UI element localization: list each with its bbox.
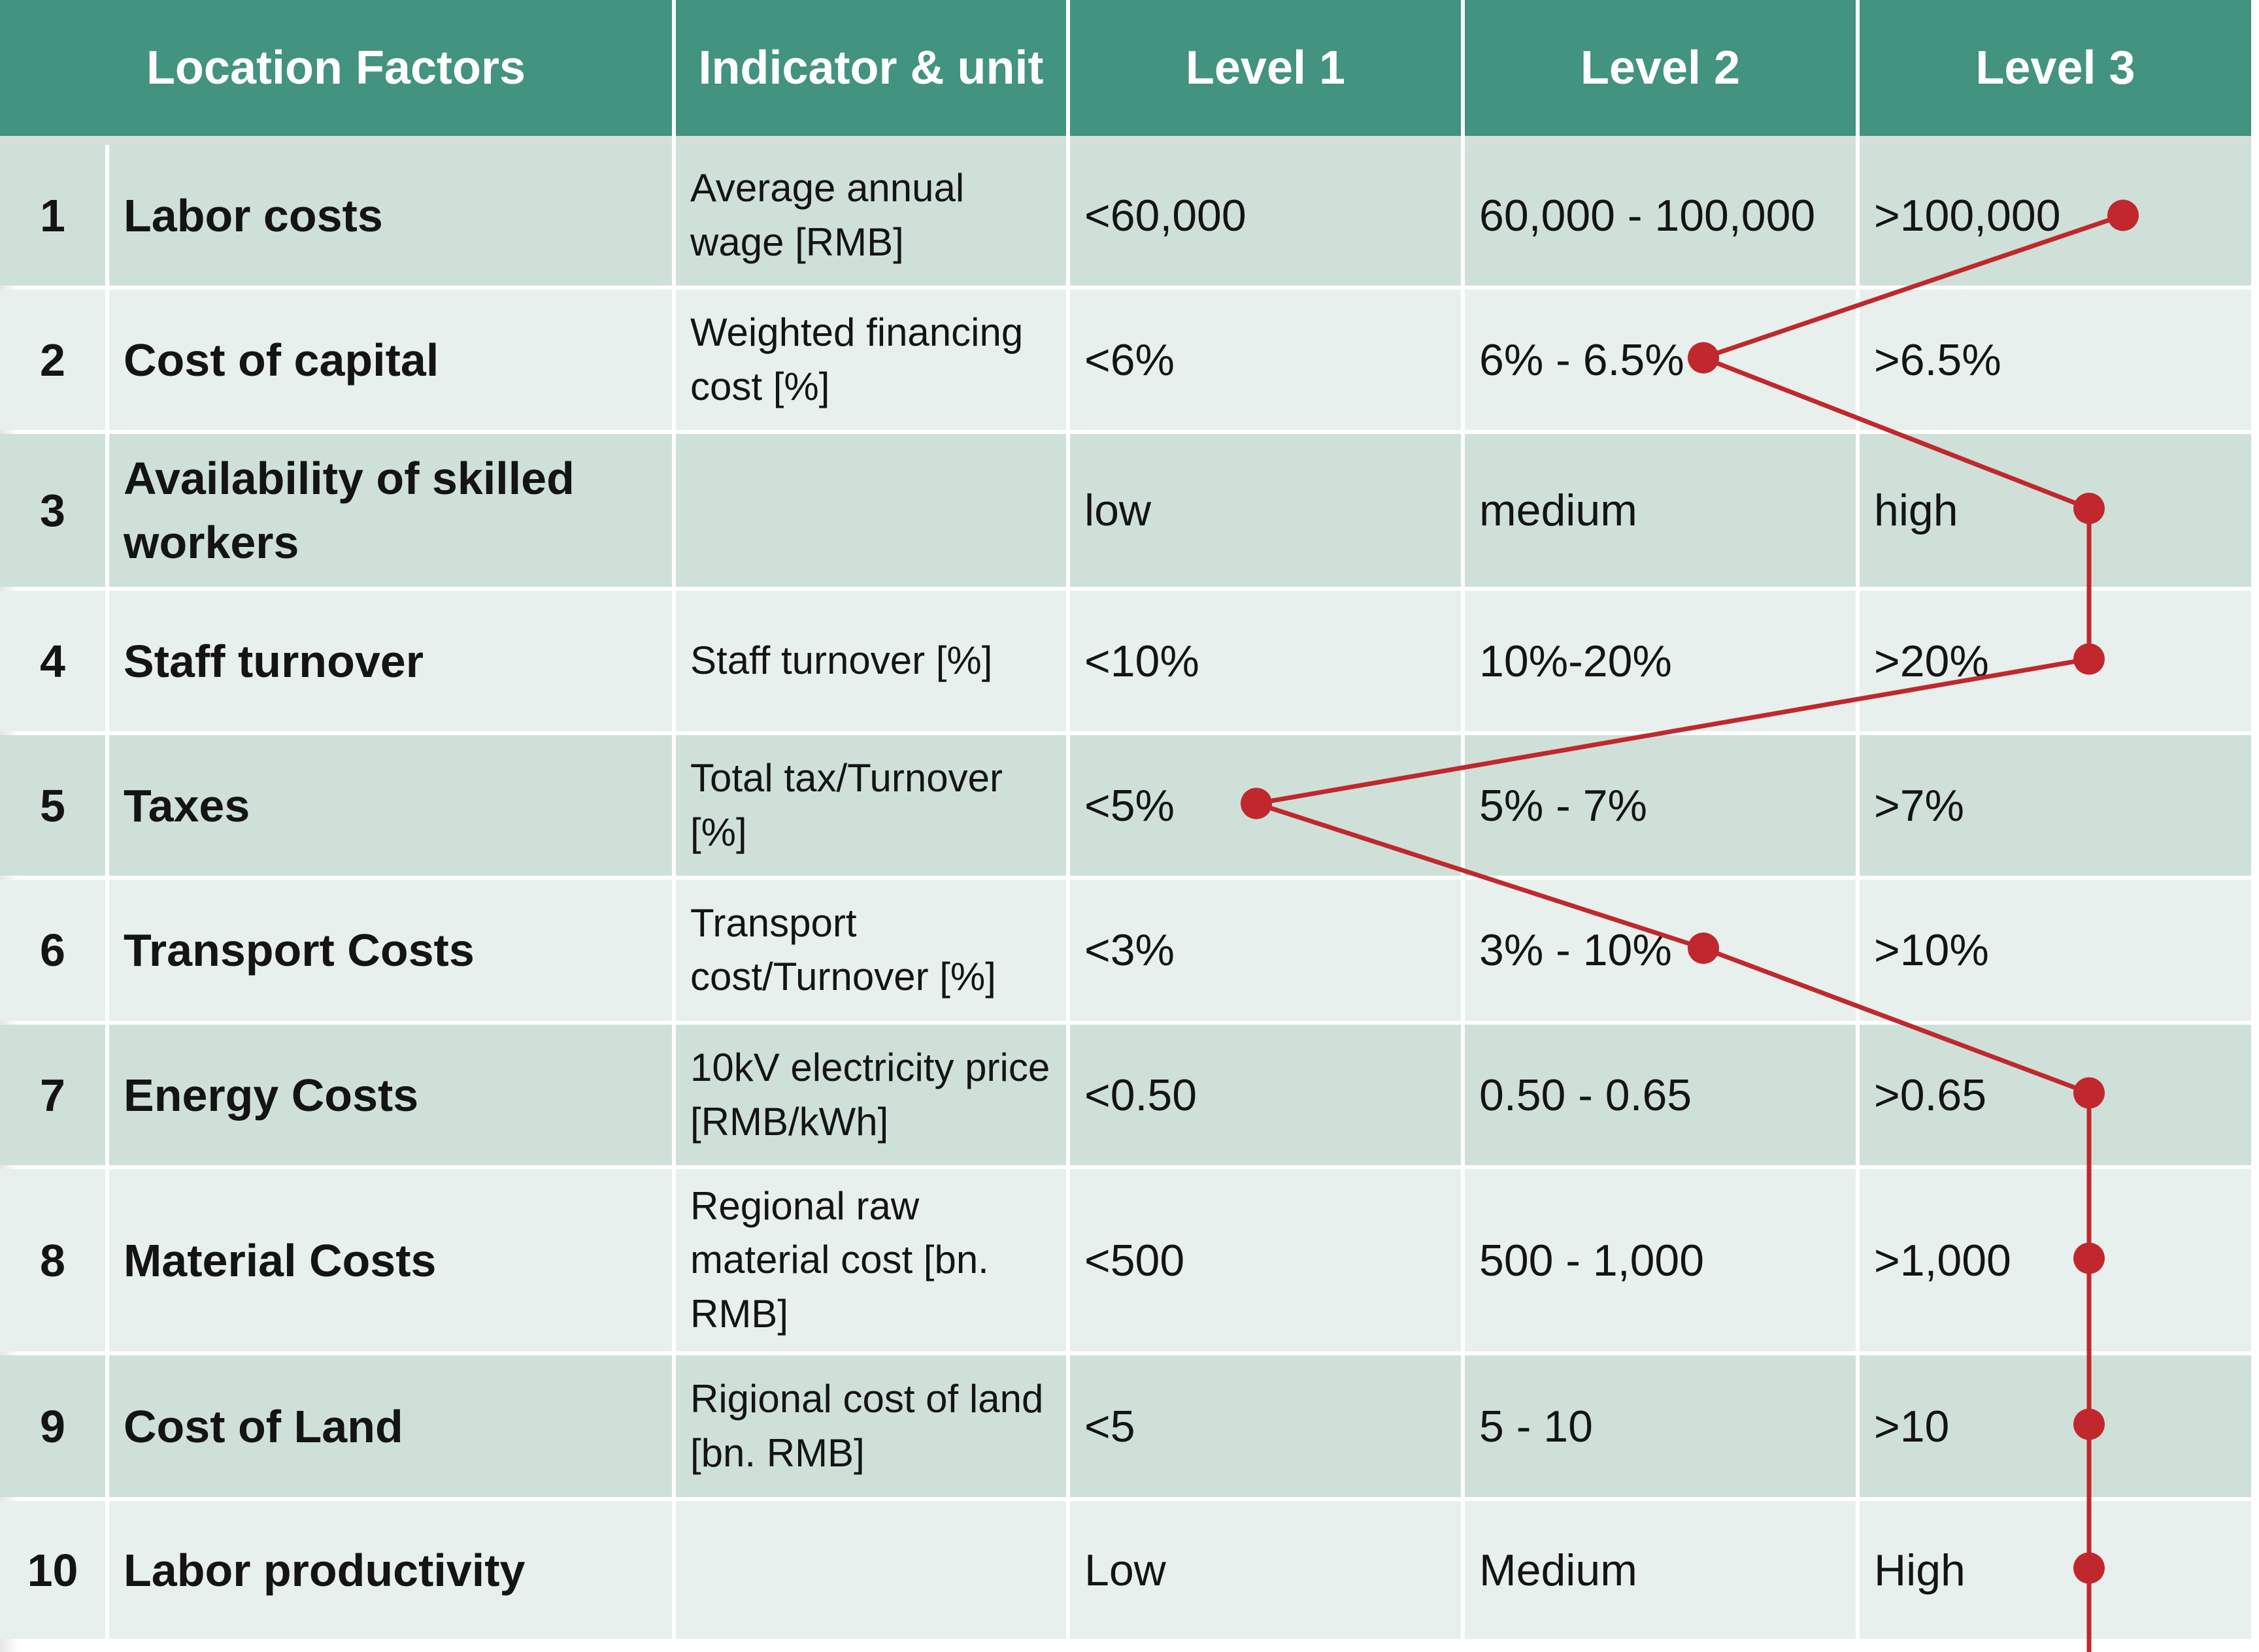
level-3-value: High — [1860, 1501, 2251, 1639]
level-2-value: medium — [1465, 434, 1856, 587]
header-location-factors-label: Location Factors — [146, 42, 526, 94]
location-factor: Labor productivity — [109, 1501, 672, 1639]
profile-point-row-3 — [2073, 493, 2105, 524]
location-factor: Staff turnover — [109, 591, 672, 731]
profile-point-row-8 — [2073, 1242, 2105, 1274]
row-number: 3 — [0, 434, 105, 587]
indicator-unit: Transport cost/Turnover [%] — [676, 880, 1066, 1021]
level-2-value: 5% - 7% — [1465, 735, 1856, 876]
indicator-unit: Staff turnover [%] — [676, 591, 1066, 731]
level-2-value: 0.50 - 0.65 — [1465, 1025, 1856, 1165]
location-factor: Labor costs — [109, 145, 672, 286]
indicator-unit: Regional raw material cost [bn. RMB] — [676, 1169, 1066, 1351]
indicator-unit: Average annual wage [RMB] — [676, 145, 1066, 286]
location-factor: Taxes — [109, 735, 672, 876]
location-factor: Energy Costs — [109, 1025, 672, 1165]
level-2-value: 60,000 - 100,000 — [1465, 145, 1856, 286]
level-3-value: >20% — [1860, 591, 2251, 731]
indicator-unit: 10kV electricity price [RMB/kWh] — [676, 1025, 1066, 1165]
level-3-value: high — [1860, 434, 2251, 587]
level-3-value: >6.5% — [1860, 289, 2251, 430]
level-2-value: 500 - 1,000 — [1465, 1169, 1856, 1351]
level-2-value: 6% - 6.5% — [1465, 289, 1856, 430]
level-3-value: >100,000 — [1860, 145, 2251, 286]
header-level-3-label: Level 3 — [1975, 42, 2135, 94]
location-factor: Availability of skilled workers — [109, 434, 672, 587]
level-2-value: 3% - 10% — [1465, 880, 1856, 1021]
profile-point-row-1 — [2107, 199, 2139, 231]
level-1-value: low — [1070, 434, 1461, 587]
row-number: 1 — [0, 145, 105, 286]
profile-point-row-7 — [2073, 1077, 2105, 1109]
row-number: 7 — [0, 1025, 105, 1165]
location-factor: Cost of capital — [109, 289, 672, 430]
level-1-value: <3% — [1070, 880, 1461, 1021]
header-level-2-label: Level 2 — [1580, 42, 1741, 94]
row-number: 6 — [0, 880, 105, 1021]
level-3-value: >0.65 — [1860, 1025, 2251, 1165]
header-indicator-unit: Indicator & unit — [676, 0, 1066, 145]
level-2-value: 5 - 10 — [1465, 1355, 1856, 1497]
level-1-value: <5 — [1070, 1355, 1461, 1497]
level-1-value: <10% — [1070, 591, 1461, 731]
level-3-value: >10% — [1860, 880, 2251, 1021]
level-1-value: Low — [1070, 1501, 1461, 1639]
header-level-1: Level 1 — [1070, 0, 1461, 145]
row-number: 10 — [0, 1501, 105, 1639]
level-3-value: >1,000 — [1860, 1169, 2251, 1351]
header-indicator-unit-label: Indicator & unit — [698, 42, 1044, 94]
indicator-unit: Rigional cost of land [bn. RMB] — [676, 1355, 1066, 1497]
profile-point-row-4 — [2073, 643, 2105, 675]
level-1-value: <60,000 — [1070, 145, 1461, 286]
header-level-3: Level 3 — [1860, 0, 2251, 145]
indicator-unit: Total tax/Turnover [%] — [676, 735, 1066, 876]
level-1-value: <500 — [1070, 1169, 1461, 1351]
profile-line — [1255, 213, 2124, 1652]
header-level-1-label: Level 1 — [1185, 42, 1346, 94]
indicator-unit — [676, 1501, 1066, 1639]
level-1-value: <0.50 — [1070, 1025, 1461, 1165]
level-3-value: >7% — [1860, 735, 2251, 876]
row-number: 5 — [0, 735, 105, 876]
row-number: 4 — [0, 591, 105, 731]
profile-point-row-9 — [2073, 1408, 2105, 1440]
profile-point-row-5 — [1241, 787, 1272, 819]
indicator-unit: Weighted financing cost [%] — [676, 289, 1066, 430]
row-number: 2 — [0, 289, 105, 430]
location-factor: Cost of Land — [109, 1355, 672, 1497]
row-number: 8 — [0, 1169, 105, 1351]
level-2-value: 10%-20% — [1465, 591, 1856, 731]
row-number: 9 — [0, 1355, 105, 1497]
location-factor: Transport Costs — [109, 880, 672, 1021]
header-level-2: Level 2 — [1465, 0, 1856, 145]
indicator-unit — [676, 434, 1066, 587]
header-location-factors: Location Factors — [0, 0, 672, 145]
profile-point-row-6 — [1688, 933, 1719, 964]
level-1-value: <6% — [1070, 289, 1461, 430]
profile-point-row-10 — [2073, 1552, 2105, 1584]
level-3-value: >10 — [1860, 1355, 2251, 1497]
level-2-value: Medium — [1465, 1501, 1856, 1639]
location-factor: Material Costs — [109, 1169, 672, 1351]
profile-point-row-2 — [1688, 342, 1719, 374]
